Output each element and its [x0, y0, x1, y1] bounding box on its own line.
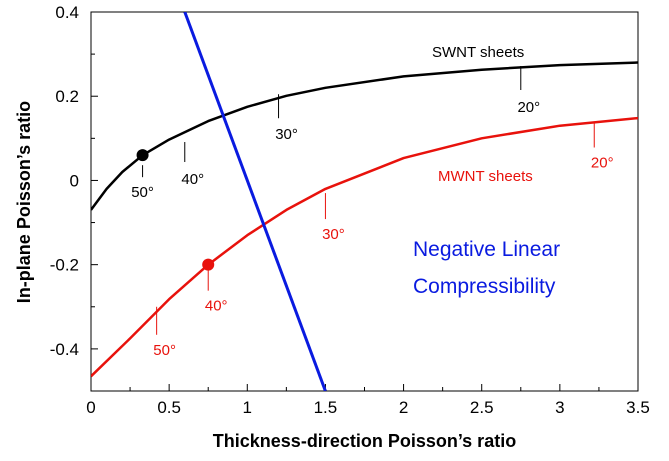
angle-label: 50°	[131, 184, 154, 201]
y-tick-label: -0.2	[50, 256, 79, 275]
y-tick-label: 0	[70, 171, 79, 190]
y-tick-label: 0.2	[55, 87, 79, 106]
series-group	[91, 12, 638, 391]
angle-label: 30°	[322, 226, 345, 243]
x-tick-label: 1	[243, 398, 252, 417]
mwnt-label: MWNT sheets	[438, 168, 533, 185]
angle-label: 20°	[517, 99, 540, 116]
x-tick-label: 2	[399, 398, 408, 417]
x-tick-label: 2.5	[470, 398, 494, 417]
y-axis-title: In-plane Poisson’s ratio	[14, 101, 34, 303]
y-tick-label: -0.4	[50, 340, 79, 359]
angle-label: 40°	[181, 171, 204, 188]
x-axis-title: Thickness-direction Poisson’s ratio	[213, 431, 516, 451]
y-tick-label: 0.4	[55, 3, 79, 22]
nlc-label-line1: Negative Linear	[413, 238, 560, 261]
x-tick-label: 1.5	[314, 398, 338, 417]
nlc-label-line2: Compressibility	[413, 275, 556, 298]
plot-frame	[90, 11, 639, 392]
angle-label: 20°	[591, 154, 614, 171]
angle-label: 30°	[275, 126, 298, 143]
x-tick-label: 3.5	[626, 398, 650, 417]
swnt-label: SWNT sheets	[432, 44, 524, 61]
angle-label: 50°	[153, 342, 176, 359]
mwnt-curve	[91, 116, 638, 378]
axis-ticks: 0 0.5 1 1.5 2 2.5 3 3.5 0.4 0.2 0 -0.2 -0.4	[50, 3, 650, 417]
angle-label: 40°	[205, 298, 228, 315]
x-tick-label: 0	[86, 398, 95, 417]
x-tick-label: 3	[555, 398, 564, 417]
swnt-curve	[91, 61, 638, 211]
annotation-group: 50° 40° 30° 20° 50° 40° 30° 20°	[131, 66, 614, 359]
data-marker	[136, 149, 149, 162]
x-tick-label: 0.5	[157, 398, 181, 417]
nlc-line	[183, 12, 327, 391]
